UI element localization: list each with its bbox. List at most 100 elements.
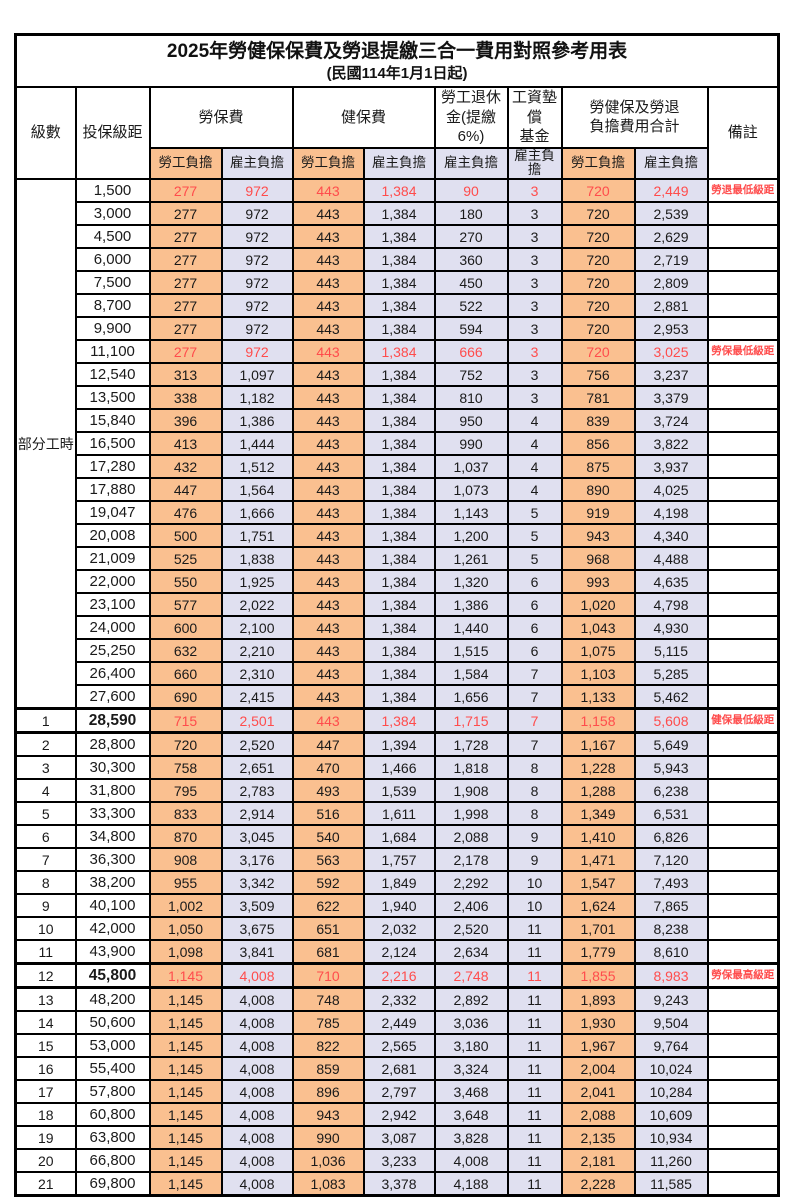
labor-employee-cell: 955 [148,870,223,896]
health-employee-cell: 443 [291,270,365,296]
wage-fund-employer-cell: 4 [506,431,563,457]
pension-employer-cell: 1,440 [433,615,509,641]
level-cell: 3 [14,755,77,781]
health-employee-cell: 540 [291,824,365,850]
labor-employer-cell: 4,008 [220,962,294,990]
health-employer-cell: 3,378 [362,1171,436,1197]
total-employer-cell: 10,284 [633,1079,709,1105]
total-employee-cell: 1,158 [560,707,636,735]
remark-cell [706,661,780,687]
remark-cell [706,893,780,919]
remark-cell [706,1125,780,1151]
labor-employee-cell: 413 [148,431,223,457]
total-employee-cell: 1,471 [560,847,636,873]
table-row: 9 40,100 1,002 3,509 622 1,940 2,406 10 1,624 7,8… [14,893,780,919]
total-employee-cell: 943 [560,523,636,549]
total-employee-cell: 1,075 [560,638,636,664]
wage-fund-employer-cell: 11 [506,1125,563,1151]
labor-employee-cell: 632 [148,638,223,664]
pension-employer-cell: 752 [433,362,509,388]
wage-fund-employer-cell: 11 [506,1033,563,1059]
table-row: 27,600 690 2,415 443 1,384 1,656 7 1,133 5,462 [16,684,780,710]
table-row: 6,000 277 972 443 1,384 360 3 720 2,719 [16,247,780,273]
labor-employee-cell: 1,145 [148,1056,223,1082]
health-employer-cell: 1,384 [362,339,436,365]
pension-employer-cell: 3,324 [433,1056,509,1082]
labor-employer-cell: 4,008 [220,1056,294,1082]
health-employee-cell: 516 [291,801,365,827]
level-cell: 5 [14,801,77,827]
labor-employee-cell: 833 [148,801,223,827]
table-row: 8,700 277 972 443 1,384 522 3 720 2,881 [16,293,780,319]
table-row: 3,000 277 972 443 1,384 180 3 720 2,539 [16,201,780,227]
wage-fund-employer-cell: 8 [506,755,563,781]
total-employee-cell: 993 [560,569,636,595]
health-employee-cell: 443 [291,615,365,641]
labor-employer-cell: 2,914 [220,801,294,827]
bracket-cell: 63,800 [74,1125,151,1151]
pension-employer-cell: 950 [433,408,509,434]
table-row: 19 63,800 1,145 4,008 990 3,087 3,828 11 2,135 10… [14,1125,780,1151]
labor-employee-cell: 1,145 [148,962,223,990]
total-employee-cell: 2,135 [560,1125,636,1151]
table-row: 20,008 500 1,751 443 1,384 1,200 5 943 4,340 [16,523,780,549]
health-employee-cell: 443 [291,500,365,526]
pension-employer-cell: 594 [433,316,509,342]
total-employee-cell: 1,167 [560,731,636,758]
remark-cell [706,1033,780,1059]
labor-employer-cell: 4,008 [220,1033,294,1059]
bracket-cell: 9,900 [74,316,151,342]
wage-fund-employer-cell: 4 [506,454,563,480]
bracket-cell: 7,500 [74,270,151,296]
total-employer-cell: 6,238 [633,778,709,804]
labor-employer-cell: 2,501 [220,707,294,735]
table-row: 7,500 277 972 443 1,384 450 3 720 2,809 [16,270,780,296]
level-cell: 1 [14,707,77,735]
total-employee-cell: 2,181 [560,1148,636,1174]
labor-employee-cell: 1,145 [148,1171,223,1197]
table-row: 12 45,800 1,145 4,008 710 2,216 2,748 11 1,855 8,… [14,962,780,990]
total-employee-cell: 720 [560,293,636,319]
labor-employer-cell: 1,097 [220,362,294,388]
table-row: 17 57,800 1,145 4,008 896 2,797 3,468 11 2,041 10… [14,1079,780,1105]
health-employee-cell: 563 [291,847,365,873]
labor-employer-cell: 1,925 [220,569,294,595]
health-employer-cell: 1,394 [362,731,436,758]
health-employer-cell: 2,449 [362,1010,436,1036]
bracket-cell: 8,700 [74,293,151,319]
health-employee-cell: 443 [291,569,365,595]
pension-employer-cell: 1,037 [433,454,509,480]
wage-fund-employer-cell: 5 [506,500,563,526]
pension-employer-cell: 4,008 [433,1148,509,1174]
pension-employer-cell: 450 [433,270,509,296]
total-employer-cell: 2,953 [633,316,709,342]
pension-employer-cell: 2,520 [433,916,509,942]
bracket-cell: 45,800 [74,962,151,990]
level-cell: 4 [14,778,77,804]
labor-employee-cell: 525 [148,546,223,572]
health-employee-cell: 443 [291,523,365,549]
wage-fund-employer-cell: 11 [506,939,563,965]
health-employer-cell: 2,681 [362,1056,436,1082]
remark-cell [706,847,780,873]
labor-employee-cell: 396 [148,408,223,434]
remark-cell [706,778,780,804]
total-employer-cell: 3,237 [633,362,709,388]
bracket-cell: 4,500 [74,224,151,250]
level-cell: 10 [14,916,77,942]
wage-fund-employer-cell: 4 [506,408,563,434]
health-employee-cell: 443 [291,316,365,342]
total-employee-cell: 1,967 [560,1033,636,1059]
bracket-cell: 17,880 [74,477,151,503]
remark-cell [706,731,780,758]
remark-cell [706,916,780,942]
remark-cell [706,523,780,549]
pension-employer-cell: 3,036 [433,1010,509,1036]
bracket-cell: 48,200 [74,986,151,1013]
subheader-labor-employee: 勞工負擔 [148,146,223,181]
health-employer-cell: 1,384 [362,615,436,641]
pension-employer-cell: 1,515 [433,638,509,664]
labor-employee-cell: 1,145 [148,1010,223,1036]
total-employee-cell: 968 [560,546,636,572]
bracket-cell: 36,300 [74,847,151,873]
